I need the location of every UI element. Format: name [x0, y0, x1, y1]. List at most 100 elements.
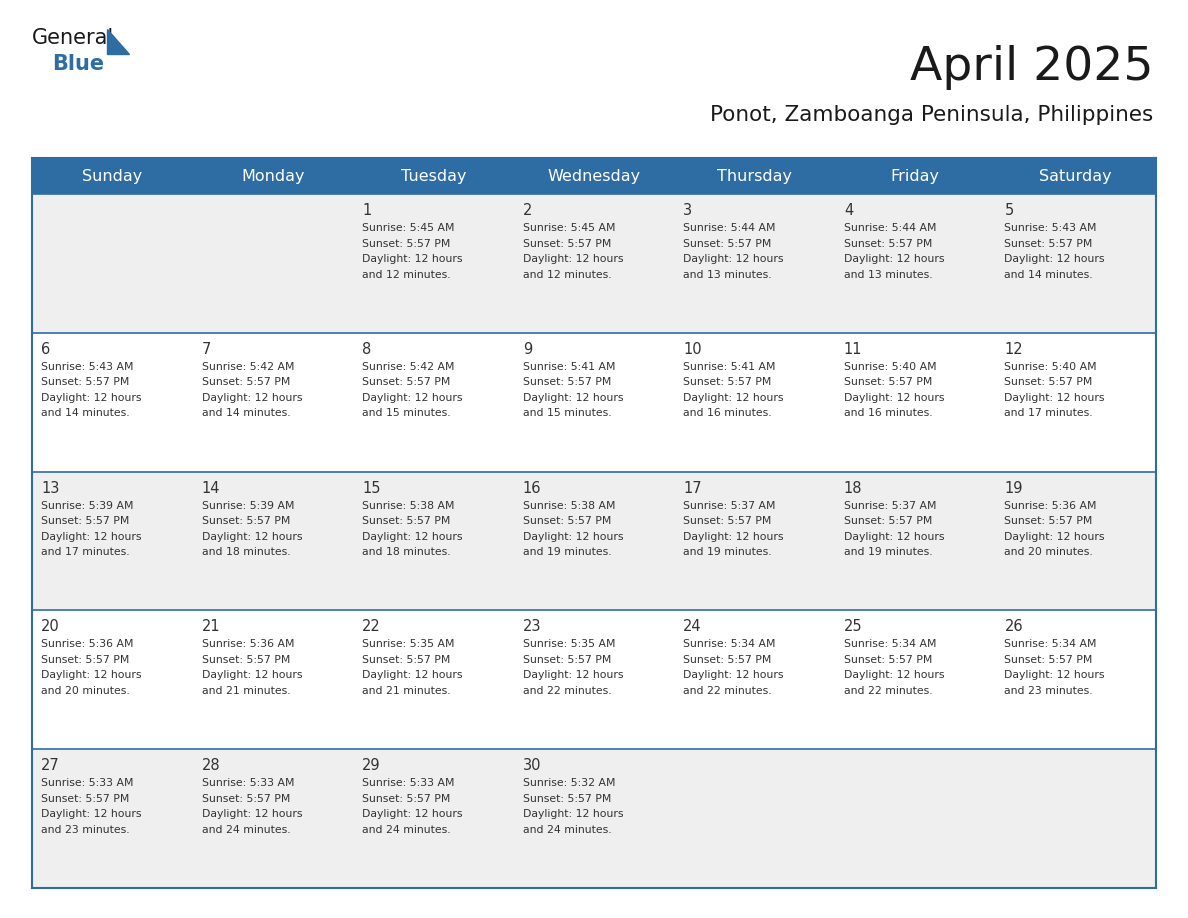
- Bar: [32, 158, 1156, 194]
- Text: Sunset: 5:57 PM: Sunset: 5:57 PM: [1004, 655, 1093, 665]
- Text: Daylight: 12 hours: Daylight: 12 hours: [523, 393, 624, 403]
- Text: Ponot, Zamboanga Peninsula, Philippines: Ponot, Zamboanga Peninsula, Philippines: [709, 105, 1154, 125]
- Text: Daylight: 12 hours: Daylight: 12 hours: [683, 532, 784, 542]
- Text: 15: 15: [362, 481, 380, 496]
- Text: Sunset: 5:57 PM: Sunset: 5:57 PM: [202, 516, 290, 526]
- Text: 12: 12: [1004, 341, 1023, 357]
- Text: Daylight: 12 hours: Daylight: 12 hours: [683, 254, 784, 264]
- Text: Daylight: 12 hours: Daylight: 12 hours: [202, 532, 302, 542]
- Text: Sunrise: 5:36 AM: Sunrise: 5:36 AM: [1004, 500, 1097, 510]
- Text: and 13 minutes.: and 13 minutes.: [843, 270, 933, 279]
- Text: Sunrise: 5:36 AM: Sunrise: 5:36 AM: [202, 640, 295, 649]
- Text: and 24 minutes.: and 24 minutes.: [362, 824, 450, 834]
- Bar: [32, 472, 1156, 610]
- Text: Sunrise: 5:33 AM: Sunrise: 5:33 AM: [362, 778, 455, 789]
- Text: Daylight: 12 hours: Daylight: 12 hours: [1004, 532, 1105, 542]
- Text: and 20 minutes.: and 20 minutes.: [42, 686, 129, 696]
- Text: and 24 minutes.: and 24 minutes.: [523, 824, 612, 834]
- Text: and 22 minutes.: and 22 minutes.: [843, 686, 933, 696]
- Text: Daylight: 12 hours: Daylight: 12 hours: [42, 532, 141, 542]
- Text: Daylight: 12 hours: Daylight: 12 hours: [362, 254, 462, 264]
- Text: Sunrise: 5:33 AM: Sunrise: 5:33 AM: [202, 778, 295, 789]
- Text: 18: 18: [843, 481, 862, 496]
- Text: 6: 6: [42, 341, 50, 357]
- Text: Daylight: 12 hours: Daylight: 12 hours: [42, 670, 141, 680]
- Text: 21: 21: [202, 620, 220, 634]
- Text: 11: 11: [843, 341, 862, 357]
- Text: and 21 minutes.: and 21 minutes.: [362, 686, 450, 696]
- Text: Sunset: 5:57 PM: Sunset: 5:57 PM: [1004, 377, 1093, 387]
- Text: Sunrise: 5:39 AM: Sunrise: 5:39 AM: [42, 500, 133, 510]
- Text: Sunrise: 5:42 AM: Sunrise: 5:42 AM: [202, 362, 295, 372]
- Text: Sunrise: 5:38 AM: Sunrise: 5:38 AM: [523, 500, 615, 510]
- Text: Sunset: 5:57 PM: Sunset: 5:57 PM: [683, 239, 772, 249]
- Text: Sunrise: 5:39 AM: Sunrise: 5:39 AM: [202, 500, 295, 510]
- Text: and 14 minutes.: and 14 minutes.: [42, 409, 129, 419]
- Text: Sunset: 5:57 PM: Sunset: 5:57 PM: [362, 794, 450, 803]
- Text: 17: 17: [683, 481, 702, 496]
- Text: Daylight: 12 hours: Daylight: 12 hours: [42, 393, 141, 403]
- Text: Wednesday: Wednesday: [548, 169, 640, 184]
- Text: Sunset: 5:57 PM: Sunset: 5:57 PM: [683, 655, 772, 665]
- Text: and 21 minutes.: and 21 minutes.: [202, 686, 290, 696]
- Text: Daylight: 12 hours: Daylight: 12 hours: [523, 670, 624, 680]
- Text: and 19 minutes.: and 19 minutes.: [683, 547, 772, 557]
- Text: and 22 minutes.: and 22 minutes.: [523, 686, 612, 696]
- Text: Sunset: 5:57 PM: Sunset: 5:57 PM: [683, 516, 772, 526]
- Text: Daylight: 12 hours: Daylight: 12 hours: [843, 254, 944, 264]
- Text: Sunset: 5:57 PM: Sunset: 5:57 PM: [362, 516, 450, 526]
- Polygon shape: [107, 29, 129, 54]
- Text: and 20 minutes.: and 20 minutes.: [1004, 547, 1093, 557]
- Text: Sunset: 5:57 PM: Sunset: 5:57 PM: [843, 655, 933, 665]
- Text: Sunset: 5:57 PM: Sunset: 5:57 PM: [523, 655, 611, 665]
- Text: and 15 minutes.: and 15 minutes.: [523, 409, 612, 419]
- Text: Sunset: 5:57 PM: Sunset: 5:57 PM: [202, 794, 290, 803]
- Text: Daylight: 12 hours: Daylight: 12 hours: [202, 809, 302, 819]
- Text: and 22 minutes.: and 22 minutes.: [683, 686, 772, 696]
- Text: and 17 minutes.: and 17 minutes.: [1004, 409, 1093, 419]
- Text: Daylight: 12 hours: Daylight: 12 hours: [362, 809, 462, 819]
- Text: 10: 10: [683, 341, 702, 357]
- Text: 24: 24: [683, 620, 702, 634]
- Text: Daylight: 12 hours: Daylight: 12 hours: [523, 809, 624, 819]
- Text: 29: 29: [362, 758, 381, 773]
- Text: and 14 minutes.: and 14 minutes.: [202, 409, 290, 419]
- Text: and 24 minutes.: and 24 minutes.: [202, 824, 290, 834]
- Text: Daylight: 12 hours: Daylight: 12 hours: [523, 532, 624, 542]
- Text: Sunset: 5:57 PM: Sunset: 5:57 PM: [202, 655, 290, 665]
- Text: Sunset: 5:57 PM: Sunset: 5:57 PM: [523, 516, 611, 526]
- Text: Daylight: 12 hours: Daylight: 12 hours: [362, 670, 462, 680]
- Text: Sunrise: 5:35 AM: Sunrise: 5:35 AM: [523, 640, 615, 649]
- Text: Sunset: 5:57 PM: Sunset: 5:57 PM: [843, 516, 933, 526]
- Text: 5: 5: [1004, 203, 1013, 218]
- Text: Sunrise: 5:36 AM: Sunrise: 5:36 AM: [42, 640, 133, 649]
- Text: and 18 minutes.: and 18 minutes.: [362, 547, 450, 557]
- Bar: [32, 333, 1156, 472]
- Text: 2: 2: [523, 203, 532, 218]
- Text: 1: 1: [362, 203, 372, 218]
- Text: 30: 30: [523, 758, 542, 773]
- Text: 16: 16: [523, 481, 542, 496]
- Text: 20: 20: [42, 620, 59, 634]
- Text: Daylight: 12 hours: Daylight: 12 hours: [843, 670, 944, 680]
- Text: Sunrise: 5:35 AM: Sunrise: 5:35 AM: [362, 640, 455, 649]
- Text: General: General: [32, 28, 114, 48]
- Text: Sunset: 5:57 PM: Sunset: 5:57 PM: [362, 377, 450, 387]
- Text: Sunday: Sunday: [82, 169, 143, 184]
- Text: Sunrise: 5:43 AM: Sunrise: 5:43 AM: [1004, 223, 1097, 233]
- Text: Sunrise: 5:40 AM: Sunrise: 5:40 AM: [843, 362, 936, 372]
- Text: and 15 minutes.: and 15 minutes.: [362, 409, 450, 419]
- Text: Sunset: 5:57 PM: Sunset: 5:57 PM: [523, 239, 611, 249]
- Text: Daylight: 12 hours: Daylight: 12 hours: [683, 670, 784, 680]
- Text: April 2025: April 2025: [910, 45, 1154, 90]
- Text: Sunset: 5:57 PM: Sunset: 5:57 PM: [42, 794, 129, 803]
- Text: Sunrise: 5:37 AM: Sunrise: 5:37 AM: [683, 500, 776, 510]
- Text: Sunrise: 5:44 AM: Sunrise: 5:44 AM: [683, 223, 776, 233]
- Text: Sunset: 5:57 PM: Sunset: 5:57 PM: [362, 239, 450, 249]
- Text: Sunset: 5:57 PM: Sunset: 5:57 PM: [1004, 516, 1093, 526]
- Text: Sunrise: 5:34 AM: Sunrise: 5:34 AM: [1004, 640, 1097, 649]
- Text: Sunset: 5:57 PM: Sunset: 5:57 PM: [843, 239, 933, 249]
- Text: 27: 27: [42, 758, 59, 773]
- Text: and 13 minutes.: and 13 minutes.: [683, 270, 772, 279]
- Text: Daylight: 12 hours: Daylight: 12 hours: [362, 393, 462, 403]
